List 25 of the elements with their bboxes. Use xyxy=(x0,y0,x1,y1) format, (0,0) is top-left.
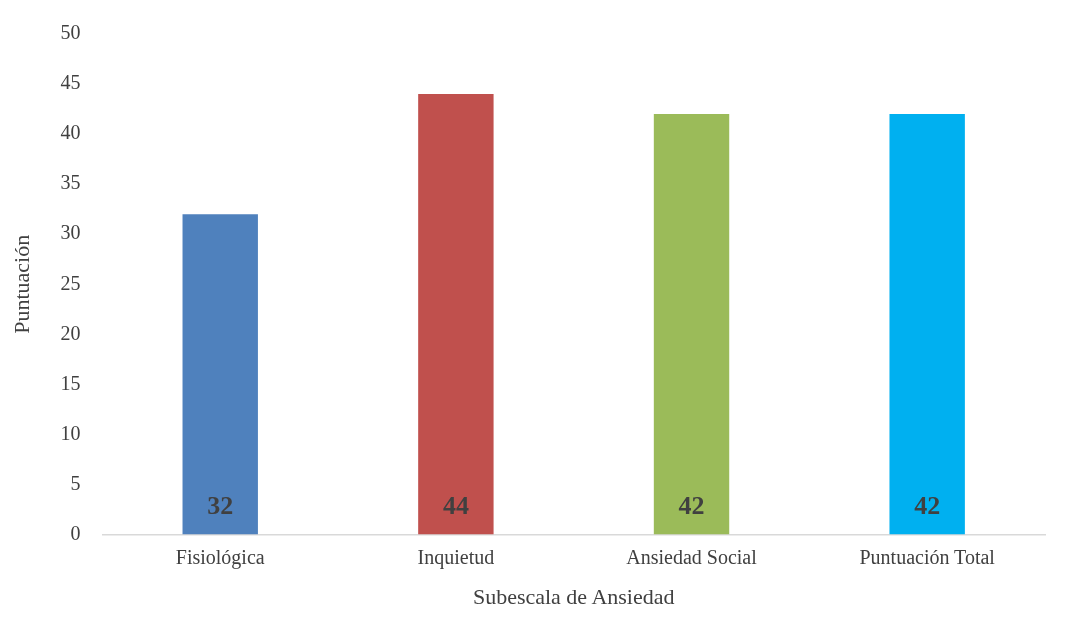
bar xyxy=(889,114,965,535)
data-label: 44 xyxy=(442,491,469,521)
y-tick-label: 5 xyxy=(70,471,81,494)
data-label: 32 xyxy=(207,491,234,521)
bar xyxy=(182,214,258,535)
y-axis-title: Puntuación xyxy=(8,234,34,334)
y-tick-label: 10 xyxy=(60,421,81,444)
bar xyxy=(653,114,730,535)
data-label: 42 xyxy=(678,491,705,521)
y-tick-label: 0 xyxy=(70,521,81,544)
x-tick-label: Ansiedad Social xyxy=(626,545,758,568)
data-label: 42 xyxy=(914,491,941,521)
y-tick-label: 25 xyxy=(60,271,81,294)
x-tick-label: Puntuación Total xyxy=(859,545,996,568)
y-tick-label: 45 xyxy=(60,71,81,94)
y-tick-label: 15 xyxy=(60,371,81,394)
y-tick-label: 50 xyxy=(60,21,81,44)
y-tick-label: 20 xyxy=(60,321,81,344)
y-tick-label: 35 xyxy=(60,171,81,194)
x-axis-title: Subescala de Ansiedad xyxy=(472,583,675,609)
x-tick-label: Fisiológica xyxy=(175,545,265,569)
x-tick-label: Inquietud xyxy=(417,545,495,569)
y-tick-label: 40 xyxy=(60,121,81,144)
y-tick-label: 30 xyxy=(60,221,81,244)
bar xyxy=(418,94,494,535)
